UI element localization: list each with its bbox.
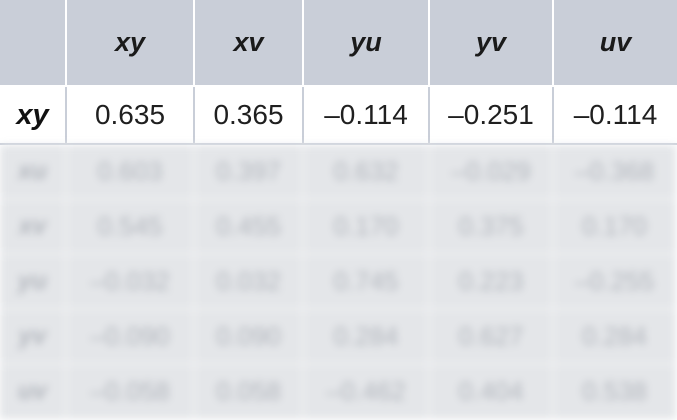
column-header: uv bbox=[554, 0, 677, 87]
table-cell: –0.032 bbox=[67, 255, 195, 310]
table-cell: 0.284 bbox=[304, 310, 430, 365]
row-label: xy bbox=[0, 87, 67, 145]
table-cell: 0.627 bbox=[430, 310, 554, 365]
table-cell: 0.635 bbox=[67, 87, 195, 145]
column-header: xy bbox=[67, 0, 195, 87]
column-header: yu bbox=[304, 0, 430, 87]
table-cell: 0.404 bbox=[430, 365, 554, 420]
table-cell: –0.114 bbox=[554, 87, 677, 145]
table-cell: –0.251 bbox=[430, 87, 554, 145]
corner-cell bbox=[0, 0, 67, 87]
row-label: yu bbox=[0, 255, 67, 310]
table-cell: –0.090 bbox=[67, 310, 195, 365]
row-label: uv bbox=[0, 365, 67, 420]
table-cell: 0.223 bbox=[430, 255, 554, 310]
blurred-rows: xu 0.603 0.397 0.632 –0.029 –0.368 xv 0.… bbox=[0, 145, 677, 420]
table-cell: 0.632 bbox=[304, 145, 430, 200]
table-cell: 0.170 bbox=[304, 200, 430, 255]
table-cell: 0.170 bbox=[554, 200, 677, 255]
table-cell: 0.090 bbox=[195, 310, 304, 365]
table-cell: 0.365 bbox=[195, 87, 304, 145]
table-cell: 0.745 bbox=[304, 255, 430, 310]
column-header: xv bbox=[195, 0, 304, 87]
row-label: xu bbox=[0, 145, 67, 200]
table-cell: –0.368 bbox=[554, 145, 677, 200]
table-cell: 0.375 bbox=[430, 200, 554, 255]
table-cell: 0.058 bbox=[195, 365, 304, 420]
table-cell: 0.538 bbox=[554, 365, 677, 420]
table-cell: 0.397 bbox=[195, 145, 304, 200]
column-header: yv bbox=[430, 0, 554, 87]
table-cell: –0.058 bbox=[67, 365, 195, 420]
table-cell: –0.114 bbox=[304, 87, 430, 145]
table-cell: 0.455 bbox=[195, 200, 304, 255]
table-cell: –0.255 bbox=[554, 255, 677, 310]
table-cell: –0.029 bbox=[430, 145, 554, 200]
table-cell: –0.462 bbox=[304, 365, 430, 420]
row-label: xv bbox=[0, 200, 67, 255]
table-cell: 0.603 bbox=[67, 145, 195, 200]
table-cell: 0.545 bbox=[67, 200, 195, 255]
table-cell: 0.284 bbox=[554, 310, 677, 365]
row-label: yv bbox=[0, 310, 67, 365]
table-cell: 0.032 bbox=[195, 255, 304, 310]
